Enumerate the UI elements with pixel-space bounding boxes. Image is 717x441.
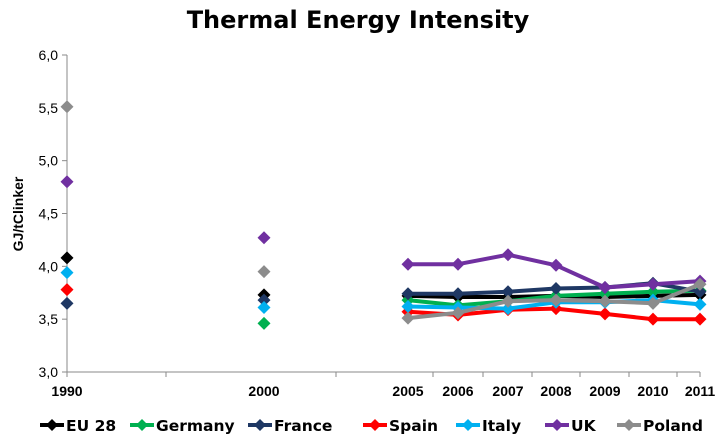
x-tick-label: 1990: [51, 383, 82, 399]
legend-label: EU 28: [66, 417, 116, 435]
legend-label: UK: [571, 417, 597, 435]
y-tick-label: 4,5: [39, 206, 59, 222]
data-point: [258, 265, 271, 278]
data-point: [61, 266, 74, 279]
data-point: [550, 282, 563, 295]
series-italy: [61, 266, 707, 315]
chart-title: Thermal Energy Intensity: [187, 6, 530, 34]
legend-item: France: [248, 417, 332, 435]
legend-marker: [623, 419, 635, 431]
legend-label: France: [274, 417, 332, 435]
data-point: [61, 251, 74, 264]
data-point: [61, 283, 74, 296]
x-tick-label: 2007: [492, 383, 523, 399]
data-point: [452, 258, 465, 271]
data-point: [258, 301, 271, 314]
legend-marker: [551, 419, 563, 431]
x-tick-label: 2009: [589, 383, 620, 399]
data-point: [647, 313, 660, 326]
legend: EU 28 Germany France Spain Italy UK Poland: [40, 417, 703, 435]
legend-marker: [46, 419, 58, 431]
x-tick-label: 2000: [248, 383, 279, 399]
series-poland: [61, 100, 707, 324]
x-tick-label: 2008: [540, 383, 571, 399]
legend-item: Germany: [130, 417, 235, 435]
tick-labels: 3,0 3,5 4,0 4,5 5,0 5,5 6,0 1990 2000 2005 2006 200…: [39, 47, 716, 399]
legend-marker: [462, 419, 474, 431]
y-axis-label: GJ/tClinker: [10, 176, 26, 251]
x-tick-label: 2011: [685, 383, 716, 399]
legend-marker: [254, 419, 266, 431]
data-point: [402, 258, 415, 271]
legend-label: Spain: [389, 417, 438, 435]
series-spain: [61, 283, 707, 326]
axes: [62, 55, 700, 377]
data-point: [502, 248, 515, 261]
y-tick-label: 5,5: [39, 100, 59, 116]
legend-label: Germany: [156, 417, 235, 435]
x-tick-label: 2006: [442, 383, 473, 399]
legend-item: UK: [545, 417, 597, 435]
legend-item: Poland: [617, 417, 703, 435]
data-point: [694, 313, 707, 326]
data-point: [61, 175, 74, 188]
series-uk: [61, 175, 707, 294]
y-tick-label: 3,0: [39, 364, 59, 380]
y-tick-label: 3,5: [39, 311, 59, 327]
data-point: [599, 307, 612, 320]
y-tick-label: 6,0: [39, 47, 59, 63]
x-tick-label: 2005: [392, 383, 423, 399]
legend-marker: [369, 419, 381, 431]
data-point: [258, 317, 271, 330]
data-point: [258, 231, 271, 244]
series-group: [61, 100, 707, 330]
legend-item: Italy: [456, 417, 521, 435]
data-point: [61, 100, 74, 113]
data-point: [550, 259, 563, 272]
y-tick-label: 4,0: [39, 258, 59, 274]
legend-marker: [136, 419, 148, 431]
legend-label: Poland: [643, 417, 703, 435]
legend-item: EU 28: [40, 417, 116, 435]
x-tick-label: 2010: [637, 383, 668, 399]
legend-item: Spain: [363, 417, 438, 435]
legend-label: Italy: [482, 417, 521, 435]
y-tick-label: 5,0: [39, 153, 59, 169]
data-point: [694, 298, 707, 311]
data-point: [61, 297, 74, 310]
data-point: [647, 278, 660, 291]
